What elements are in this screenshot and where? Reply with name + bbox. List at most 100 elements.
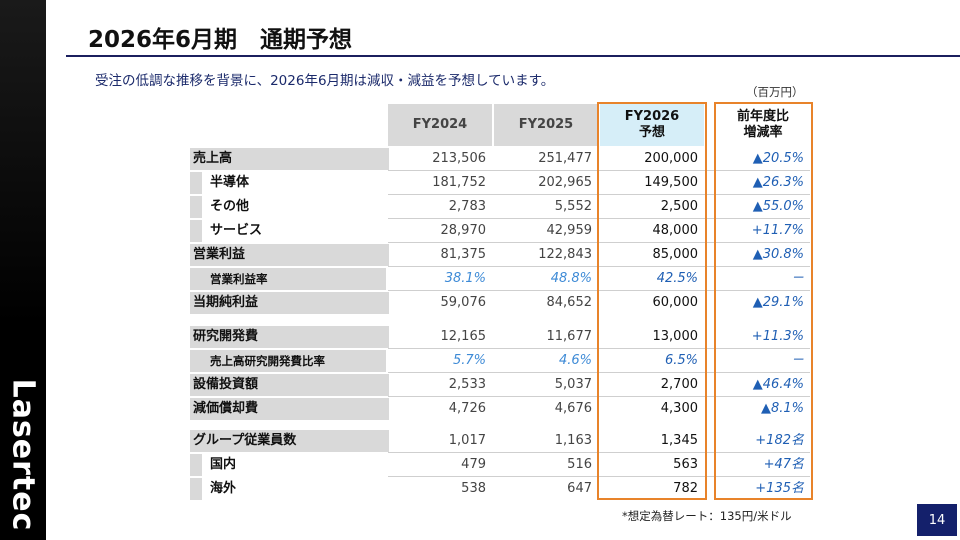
cell-change: ▲30.8% — [752, 247, 804, 262]
table-row: 売上高 213,506 251,477 200,000 ▲20.5% — [190, 148, 810, 170]
header-change: 前年度比 増減率 — [716, 104, 810, 146]
cell-change: ▲46.4% — [752, 377, 804, 392]
cell-fy2025: 516 — [567, 457, 592, 472]
cell-fy2025: 251,477 — [538, 151, 592, 166]
table-row: 研究開発費 12,165 11,677 13,000 +11.3% — [190, 326, 810, 348]
cell-fy2026: 782 — [673, 481, 698, 496]
cell-fy2026: 2,700 — [660, 377, 698, 392]
table-row: 営業利益率 38.1% 48.8% 42.5% － — [190, 268, 810, 290]
cell-change: ▲8.1% — [760, 401, 804, 416]
cell-change: ▲26.3% — [752, 175, 804, 190]
row-divider — [388, 266, 810, 267]
table-row: 国内 479 516 563 +47名 — [190, 454, 810, 476]
cell-change: ▲29.1% — [752, 295, 804, 310]
cell-change: － — [790, 271, 804, 286]
cell-fy2025: 647 — [567, 481, 592, 496]
cell-fy2024: 181,752 — [432, 175, 486, 190]
page-title: 2026年6月期 通期予想 — [88, 27, 353, 53]
change-highlight-box — [714, 102, 813, 500]
cell-change: +47名 — [763, 457, 804, 472]
cell-fy2024: 12,165 — [440, 329, 487, 344]
row-divider — [388, 476, 810, 477]
cell-fy2024: 4,726 — [448, 401, 486, 416]
header-fy2024-label: FY2024 — [412, 117, 468, 132]
header-fy2026-line1: FY2026 — [624, 109, 680, 124]
row-label-text: 売上高研究開発費比率 — [210, 354, 325, 368]
cell-fy2026: 563 — [673, 457, 698, 472]
table-row: グループ従業員数 1,017 1,163 1,345 +182名 — [190, 430, 810, 452]
cell-fy2025: 4,676 — [554, 401, 592, 416]
cell-fy2026: 6.5% — [664, 353, 698, 368]
cell-fy2025: 122,843 — [538, 247, 592, 262]
cell-fy2025: 48.8% — [550, 271, 592, 286]
row-label: その他 — [190, 196, 386, 218]
row-divider — [388, 290, 810, 291]
page-number: 14 — [917, 504, 957, 536]
subtitle: 受注の低調な推移を背景に、2026年6月期は減収・減益を予想しています。 — [95, 73, 555, 89]
cell-fy2025: 4.6% — [558, 353, 592, 368]
title-divider — [66, 55, 960, 57]
cell-fy2026: 13,000 — [652, 329, 699, 344]
fx-footnote: *想定為替レート：135円/米ドル — [622, 509, 792, 523]
cell-change: ▲55.0% — [752, 199, 804, 214]
table-row: サービス 28,970 42,959 48,000 +11.7% — [190, 220, 810, 242]
cell-fy2026: 48,000 — [652, 223, 699, 238]
table-row: その他 2,783 5,552 2,500 ▲55.0% — [190, 196, 810, 218]
forecast-highlight-box — [597, 102, 707, 500]
cell-fy2025: 1,163 — [554, 433, 592, 448]
cell-fy2024: 28,970 — [440, 223, 487, 238]
table-row: 当期純利益 59,076 84,652 60,000 ▲29.1% — [190, 292, 810, 314]
header-fy2025: FY2025 — [494, 104, 598, 146]
cell-fy2024: 538 — [461, 481, 486, 496]
cell-fy2024: 81,375 — [440, 247, 487, 262]
row-label: 研究開発費 — [190, 326, 389, 348]
cell-fy2026: 60,000 — [652, 295, 699, 310]
row-label: グループ従業員数 — [190, 430, 389, 452]
group-gap — [190, 318, 810, 326]
cell-fy2025: 84,652 — [546, 295, 593, 310]
company-logo: Lasertec — [5, 378, 41, 532]
cell-change: ▲20.5% — [752, 151, 804, 166]
cell-fy2025: 5,552 — [554, 199, 592, 214]
header-fy2025-label: FY2025 — [518, 117, 574, 132]
cell-fy2024: 38.1% — [444, 271, 486, 286]
table-row: 海外 538 647 782 +135名 — [190, 478, 810, 500]
header-fy2024: FY2024 — [388, 104, 492, 146]
header-fy2026-line2: 予想 — [638, 125, 665, 140]
row-label: 営業利益率 — [190, 268, 386, 290]
row-label: 海外 — [190, 478, 386, 500]
cell-fy2026: 1,345 — [660, 433, 698, 448]
cell-fy2025: 42,959 — [546, 223, 593, 238]
cell-fy2024: 213,506 — [432, 151, 486, 166]
row-divider — [388, 396, 810, 397]
row-label-text: 営業利益率 — [210, 272, 268, 286]
cell-fy2024: 59,076 — [440, 295, 487, 310]
row-label-text: 海外 — [210, 481, 237, 496]
row-label-text: 半導体 — [210, 175, 250, 190]
cell-change: +11.7% — [751, 223, 804, 238]
row-label: 売上高 — [190, 148, 389, 170]
row-label: 売上高研究開発費比率 — [190, 350, 386, 372]
row-label: 減価償却費 — [190, 398, 389, 420]
header-change-line1: 前年度比 — [736, 109, 789, 124]
row-divider — [388, 372, 810, 373]
cell-fy2024: 2,783 — [448, 199, 486, 214]
row-divider — [388, 218, 810, 219]
cell-fy2024: 2,533 — [448, 377, 486, 392]
row-label: 設備投資額 — [190, 374, 389, 396]
cell-fy2026: 200,000 — [644, 151, 698, 166]
cell-change: +182名 — [755, 433, 804, 448]
cell-fy2026: 85,000 — [652, 247, 699, 262]
group-gap — [190, 420, 810, 428]
cell-fy2024: 479 — [461, 457, 486, 472]
row-divider — [388, 242, 810, 243]
row-label: 当期純利益 — [190, 292, 389, 314]
table-row: 半導体 181,752 202,965 149,500 ▲26.3% — [190, 172, 810, 194]
cell-change: － — [790, 353, 804, 368]
table-row: 営業利益 81,375 122,843 85,000 ▲30.8% — [190, 244, 810, 266]
cell-fy2024: 1,017 — [448, 433, 486, 448]
row-label: 営業利益 — [190, 244, 389, 266]
row-label: 国内 — [190, 454, 386, 476]
sidebar: Lasertec — [0, 0, 46, 540]
cell-fy2024: 5.7% — [452, 353, 486, 368]
